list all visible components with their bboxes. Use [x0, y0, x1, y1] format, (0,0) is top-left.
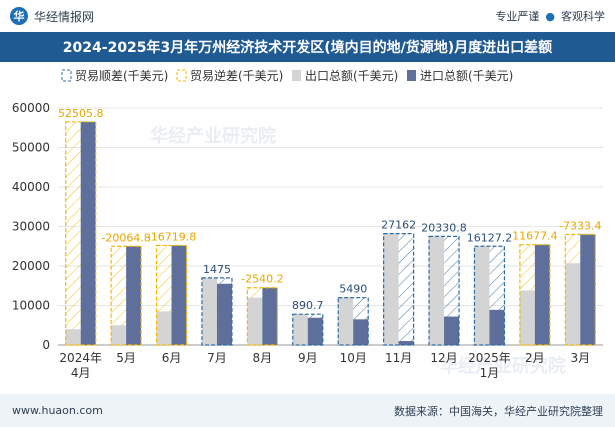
export-bar — [201, 277, 217, 345]
legend-swatch-surplus — [61, 69, 72, 82]
export-bar — [156, 311, 172, 345]
deficit-bar — [155, 244, 188, 346]
import-bar — [126, 246, 142, 345]
y-tick-label: 20000 — [12, 259, 50, 273]
data-label: -2540.2 — [241, 273, 283, 286]
x-tick-label: 1月 — [480, 366, 500, 380]
export-bar — [565, 263, 581, 345]
x-tick-label: 3月 — [570, 351, 590, 365]
data-label: 27162 — [381, 219, 416, 232]
export-bar — [429, 236, 445, 345]
import-bar — [80, 121, 96, 345]
export-bar — [338, 297, 354, 345]
data-label: -20064.8 — [101, 231, 150, 244]
brand[interactable]: 华 华经情报网 — [10, 7, 94, 25]
y-tick-label: 0 — [42, 338, 50, 352]
deficit-bar — [564, 233, 596, 346]
x-tick-label: 12月 — [430, 351, 457, 365]
x-tick-label: 11月 — [385, 351, 412, 365]
x-tick-label: 5月 — [116, 351, 136, 365]
brand-name: 华经情报网 — [34, 9, 95, 24]
y-tick-label: 50000 — [12, 141, 50, 155]
data-label: 890.7 — [292, 299, 324, 312]
export-bar — [383, 233, 399, 345]
export-bar — [65, 329, 81, 345]
surplus-bar — [201, 277, 233, 346]
watermark-text: 华经产业研究院 — [440, 355, 566, 377]
data-label: 20330.8 — [421, 221, 467, 234]
import-bar — [444, 316, 460, 345]
export-bar — [111, 325, 127, 345]
y-tick-label: 30000 — [12, 220, 50, 234]
deficit-bar — [519, 244, 551, 346]
x-tick-label: 7月 — [207, 351, 227, 365]
import-bar — [534, 244, 550, 345]
export-bar — [247, 297, 263, 345]
y-tick-label: 60000 — [12, 101, 50, 115]
tagline: 专业严谨 ● 客观科学 — [495, 8, 605, 24]
import-bar — [398, 341, 414, 345]
tag-objective: 客观科学 — [561, 10, 605, 23]
data-source: 数据来源：中国海关，华经产业研究院整理 — [394, 404, 603, 418]
surplus-bar — [292, 313, 324, 346]
x-tick-label: 8月 — [253, 351, 273, 365]
import-bar — [353, 319, 369, 345]
x-tick-label: 2月 — [525, 351, 545, 365]
import-bar — [262, 287, 278, 345]
data-label: 11677.4 — [512, 230, 558, 243]
import-bar — [580, 234, 596, 345]
deficit-bar — [110, 245, 142, 346]
import-bar — [216, 283, 232, 345]
legend-swatch-export — [292, 70, 301, 81]
legend-label: 贸易逆差(千美元) — [190, 68, 283, 83]
import-bar — [489, 309, 505, 345]
data-label: -16719.8 — [147, 230, 196, 243]
brand-logo-icon: 华 — [10, 7, 28, 25]
legend-label: 出口总额(千美元) — [305, 69, 398, 83]
data-label: 16127.2 — [467, 231, 513, 244]
tag-professional: 专业严谨 — [495, 10, 540, 23]
chart-title: 2024-2025年3月年万州经济技术开发区(境内目的地/货源地)月度进出口差额 — [62, 40, 553, 56]
watermark-text: 华经产业研究院 — [150, 125, 276, 147]
import-bar — [171, 245, 187, 345]
data-label: 52505.8 — [58, 107, 104, 120]
legend-swatch-import — [407, 70, 416, 81]
data-label: 1475 — [203, 263, 231, 276]
x-tick-label: 6月 — [162, 351, 182, 365]
y-tick-label: 10000 — [12, 299, 50, 313]
legend-label: 进口总额(千美元) — [420, 69, 513, 83]
deficit-bar — [246, 287, 278, 346]
separator-dot-icon: ● — [545, 9, 555, 23]
x-tick-label: 2025年 — [468, 351, 511, 365]
export-bar — [474, 246, 490, 345]
surplus-bar — [337, 297, 369, 346]
x-tick-label: 10月 — [340, 351, 367, 365]
export-bar — [292, 314, 308, 345]
x-tick-label: 9月 — [298, 351, 318, 365]
data-label: 5490 — [339, 283, 367, 296]
chart-area: 华经产业研究院华经产业研究院01000020000300004000050000… — [12, 68, 603, 380]
surplus-bar — [383, 233, 415, 346]
data-label: -7333.4 — [559, 219, 601, 232]
import-bar — [307, 317, 323, 345]
top-bar: 华 华经情报网 专业严谨 ● 客观科学 — [0, 0, 615, 32]
export-bar — [519, 290, 535, 345]
title-bar: 2024-2025年3月年万州经济技术开发区(境内目的地/货源地)月度进出口差额 — [0, 32, 615, 62]
legend-label: 贸易顺差(千美元) — [75, 69, 168, 83]
legend-swatch-deficit — [176, 69, 187, 82]
x-tick-label: 4月 — [71, 366, 91, 380]
surplus-bar — [473, 245, 506, 346]
footer: www.huaon.com 数据来源：中国海关，华经产业研究院整理 — [0, 394, 615, 427]
surplus-bar — [428, 235, 460, 346]
deficit-bar — [65, 121, 97, 346]
x-tick-label: 2024年 — [59, 351, 102, 365]
y-tick-label: 40000 — [12, 180, 50, 194]
website-link[interactable]: www.huaon.com — [12, 404, 103, 417]
